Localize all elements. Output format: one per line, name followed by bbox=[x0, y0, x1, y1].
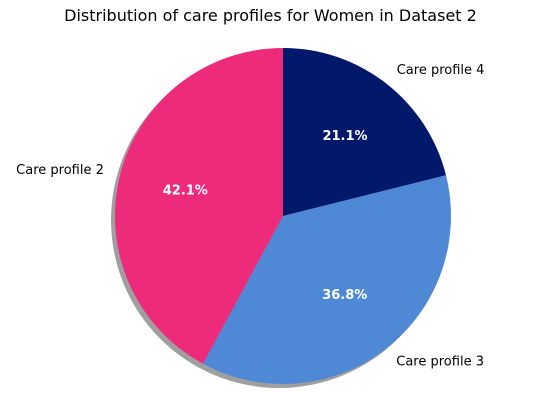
pie-slice-care-profile-4 bbox=[283, 48, 446, 216]
pie-labels: Care profile 4 21.1% Care profile 3 36.8% Ca… bbox=[16, 63, 484, 370]
slice-label-care-profile-4: Care profile 4 bbox=[397, 63, 485, 78]
slice-pct-care-profile-3: 36.8% bbox=[322, 288, 367, 303]
chart-title: Distribution of care profiles for Women … bbox=[64, 6, 477, 25]
slice-pct-care-profile-4: 21.1% bbox=[322, 129, 367, 144]
slice-label-care-profile-3: Care profile 3 bbox=[396, 355, 484, 370]
pie-slice-care-profile-2 bbox=[114, 48, 284, 364]
pie-slices bbox=[114, 48, 452, 385]
slice-label-care-profile-2: Care profile 2 bbox=[16, 163, 104, 178]
slice-pct-care-profile-2: 42.1% bbox=[163, 184, 208, 199]
pie-slice-care-profile-3 bbox=[202, 175, 452, 385]
